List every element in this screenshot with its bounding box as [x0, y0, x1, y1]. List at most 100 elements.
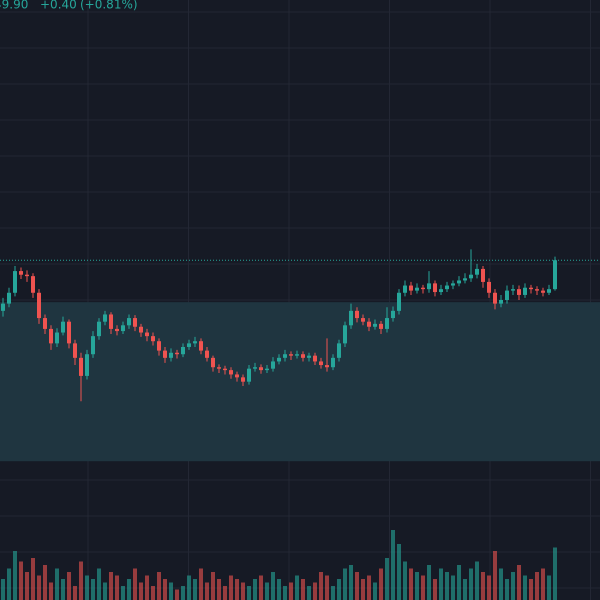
volume-bar [91, 579, 95, 600]
candle-body [403, 285, 407, 293]
candle-body [79, 357, 83, 376]
candle-body [115, 328, 119, 332]
volume-bar [37, 575, 41, 600]
volume-bar [55, 568, 59, 600]
candle-body [247, 368, 251, 382]
candle-body [157, 341, 161, 351]
candle-body [49, 328, 53, 344]
candle-body [19, 271, 23, 275]
change-pct-label: (+0.81%) [80, 0, 138, 12]
candle-body [427, 283, 431, 290]
candle-body [469, 274, 473, 279]
volume-bar [223, 586, 227, 600]
volume-bar [25, 572, 29, 600]
candle-body [67, 321, 71, 344]
candle-body [127, 318, 131, 326]
candle-body [73, 343, 77, 358]
volume-bar [349, 565, 353, 600]
candle-body [313, 355, 317, 362]
candle-body [349, 310, 353, 326]
volume-bar [115, 575, 119, 600]
volume-bar [73, 586, 77, 600]
candle-body [259, 367, 263, 371]
volume-bar [145, 575, 149, 600]
volume-bar [19, 561, 23, 600]
volume-bar [541, 568, 545, 600]
candle-body [229, 370, 233, 375]
volume-bar [175, 589, 179, 600]
volume-bar [289, 582, 293, 600]
volume-bar [415, 572, 419, 600]
volume-bar [463, 579, 467, 600]
volume-bar [157, 572, 161, 600]
volume-bar [163, 579, 167, 600]
candle-body [37, 292, 41, 319]
candle-body [169, 352, 173, 358]
candle-body [175, 352, 179, 355]
volume-bar [187, 575, 191, 600]
volume-bar [151, 586, 155, 600]
volume-bar [553, 547, 557, 600]
candle-body [355, 310, 359, 319]
volume-bar [277, 579, 281, 600]
volume-bar [355, 572, 359, 600]
candle-body [367, 321, 371, 327]
candle-body [109, 314, 113, 329]
candle-body [223, 368, 227, 371]
volume-bar [343, 568, 347, 600]
candle-body [499, 300, 503, 304]
volume-bar [439, 568, 443, 600]
candle-body [517, 289, 521, 295]
volume-bar [319, 572, 323, 600]
candle-body [415, 287, 419, 291]
volume-bar [7, 568, 11, 600]
candle-body [391, 310, 395, 319]
volume-bar [523, 575, 527, 600]
volume-bar [391, 530, 395, 600]
candle-body [277, 357, 281, 362]
volume-bar [199, 568, 203, 600]
candle-body [55, 332, 59, 344]
candle-body [487, 281, 491, 293]
candle-body [325, 365, 329, 368]
candle-body [199, 341, 203, 351]
candle-body [211, 357, 215, 368]
candle-body [139, 326, 143, 333]
candle-body [235, 374, 239, 378]
volume-bar [283, 586, 287, 600]
volume-bar [205, 582, 209, 600]
candle-body [319, 361, 323, 366]
volume-bar [217, 579, 221, 600]
plot-area [0, 249, 600, 600]
volume-bar [367, 575, 371, 600]
candle-body [463, 278, 467, 281]
volume-bar [511, 572, 515, 600]
volume-bar [403, 561, 407, 600]
volume-bar [247, 586, 251, 600]
volume-bar [433, 579, 437, 600]
candle-body [451, 283, 455, 286]
candle-body [193, 341, 197, 344]
volume-bar [421, 575, 425, 600]
candle-body [541, 290, 545, 293]
volume-bar [13, 551, 17, 600]
volume-bar [469, 568, 473, 600]
volume-bar [373, 582, 377, 600]
candle-body [205, 350, 209, 358]
candle-body [151, 336, 155, 342]
candle-body [445, 285, 449, 290]
volume-bar [169, 582, 173, 600]
candle-body [289, 354, 293, 356]
candle-body [337, 343, 341, 358]
volume-bar [79, 561, 83, 600]
candle-body [505, 290, 509, 300]
candle-body [529, 287, 533, 290]
candle-body [133, 318, 137, 327]
volume-bar [385, 558, 389, 600]
volume-bar [67, 572, 71, 600]
volume-bar [331, 586, 335, 600]
volume-bar [121, 586, 125, 600]
volume-bar [109, 572, 113, 600]
candle-body [409, 285, 413, 291]
volume-bar [295, 575, 299, 600]
